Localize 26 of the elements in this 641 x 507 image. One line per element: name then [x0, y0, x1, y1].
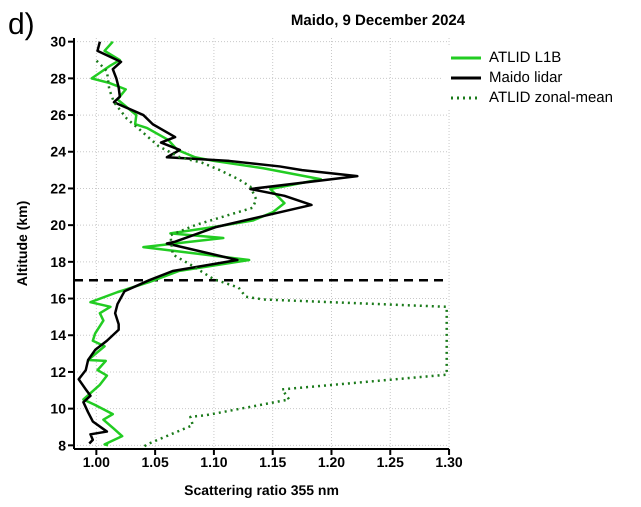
- y-axis-title: Altitude (km): [14, 200, 30, 286]
- legend-label: ATLID zonal-mean: [489, 88, 613, 108]
- x-tick-label: 1.15: [259, 454, 287, 470]
- y-tick-label: 22: [50, 180, 66, 196]
- text: d): [8, 8, 35, 42]
- y-tick-label: 8: [58, 437, 66, 454]
- chart-title: Maido, 9 December 2024: [290, 12, 466, 29]
- y-tick-label: 10: [50, 400, 66, 417]
- x-axis-title: Scattering ratio 355 nm: [184, 482, 339, 498]
- x-tick-label: 1.00: [82, 454, 110, 470]
- x-tick-label: 1.25: [376, 454, 404, 470]
- legend-label: ATLID L1B: [489, 48, 562, 68]
- x-tick-label: 1.10: [200, 454, 228, 470]
- y-tick-label: 24: [50, 144, 66, 160]
- y-tick-label: 14: [50, 327, 66, 344]
- x-tick-label: 1.05: [142, 454, 169, 470]
- y-tick-label: 30: [50, 34, 66, 50]
- legend-label: Maido lidar: [489, 68, 562, 88]
- y-tick-label: 20: [50, 217, 66, 234]
- y-tick-label: 18: [50, 254, 66, 270]
- x-tick-label: 1.30: [435, 454, 463, 470]
- y-tick-label: 26: [50, 107, 66, 124]
- y-tick-label: 16: [50, 290, 66, 307]
- x-tick-label: 1.20: [318, 454, 346, 470]
- y-tick-label: 12: [50, 364, 66, 380]
- y-tick-label: 28: [50, 70, 66, 86]
